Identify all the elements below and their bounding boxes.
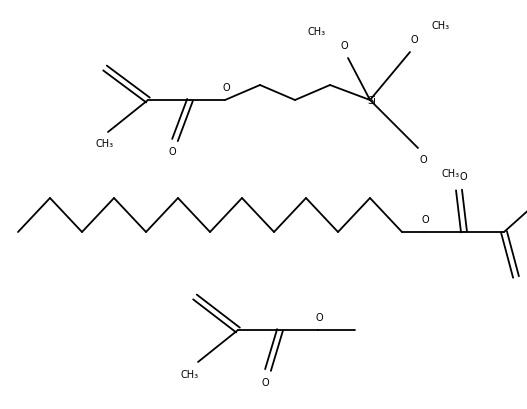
Text: O: O bbox=[168, 147, 176, 157]
Text: O: O bbox=[419, 155, 427, 165]
Text: O: O bbox=[459, 172, 467, 182]
Text: CH₃: CH₃ bbox=[96, 139, 114, 149]
Text: O: O bbox=[421, 215, 429, 225]
Text: CH₃: CH₃ bbox=[181, 370, 199, 380]
Text: CH₃: CH₃ bbox=[432, 21, 450, 31]
Text: CH₃: CH₃ bbox=[308, 27, 326, 37]
Text: O: O bbox=[261, 378, 269, 388]
Text: O: O bbox=[315, 313, 323, 323]
Text: O: O bbox=[222, 83, 230, 93]
Text: O: O bbox=[340, 41, 348, 51]
Text: Si: Si bbox=[367, 96, 376, 106]
Text: O: O bbox=[410, 35, 418, 45]
Text: CH₃: CH₃ bbox=[442, 169, 460, 179]
